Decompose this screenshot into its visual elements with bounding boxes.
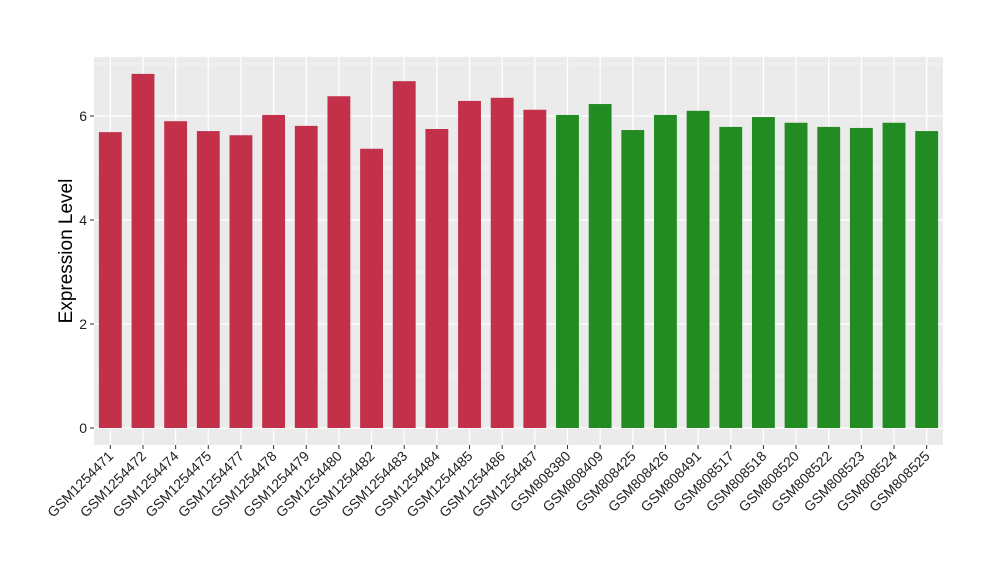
bar-GSM1254480 [327, 96, 351, 429]
bars [98, 73, 939, 429]
bar-GSM1254472 [131, 73, 155, 428]
bar-GSM808409 [588, 104, 612, 428]
bar-GSM1254487 [523, 109, 547, 428]
bar-GSM808523 [849, 127, 873, 429]
bar-GSM1254486 [490, 97, 514, 429]
y-tick-label: 2 [79, 316, 87, 332]
bar-GSM1254474 [164, 121, 188, 428]
bar-GSM1254478 [262, 114, 286, 429]
bar-GSM808426 [654, 114, 677, 429]
bar-GSM1254475 [196, 131, 220, 428]
y-tick-label: 0 [79, 420, 87, 436]
bar-GSM1254477 [229, 135, 253, 429]
x-axis: GSM1254471GSM1254472GSM1254474GSM1254475… [44, 445, 933, 520]
bar-GSM1254485 [458, 100, 481, 429]
bar-GSM1254471 [98, 132, 122, 428]
bar-GSM1254482 [360, 148, 383, 428]
bar-GSM808425 [621, 130, 645, 429]
y-tick-label: 6 [79, 108, 87, 124]
y-axis-label: Expression Level [56, 179, 77, 324]
y-tick-label: 4 [79, 212, 87, 228]
bar-GSM808491 [686, 110, 710, 429]
bar-GSM808525 [915, 131, 939, 428]
bar-GSM1254479 [294, 125, 318, 428]
bar-GSM808524 [882, 122, 906, 428]
bar-GSM808520 [784, 122, 808, 428]
bar-GSM808518 [751, 117, 775, 428]
bar-GSM808380 [556, 114, 579, 429]
bar-GSM808522 [817, 126, 841, 429]
y-axis: 0 2 4 6 [79, 108, 94, 436]
bar-GSM1254484 [425, 129, 449, 428]
plot-panel [94, 57, 943, 445]
bar-GSM1254483 [392, 81, 416, 428]
bar-GSM808517 [719, 126, 743, 429]
